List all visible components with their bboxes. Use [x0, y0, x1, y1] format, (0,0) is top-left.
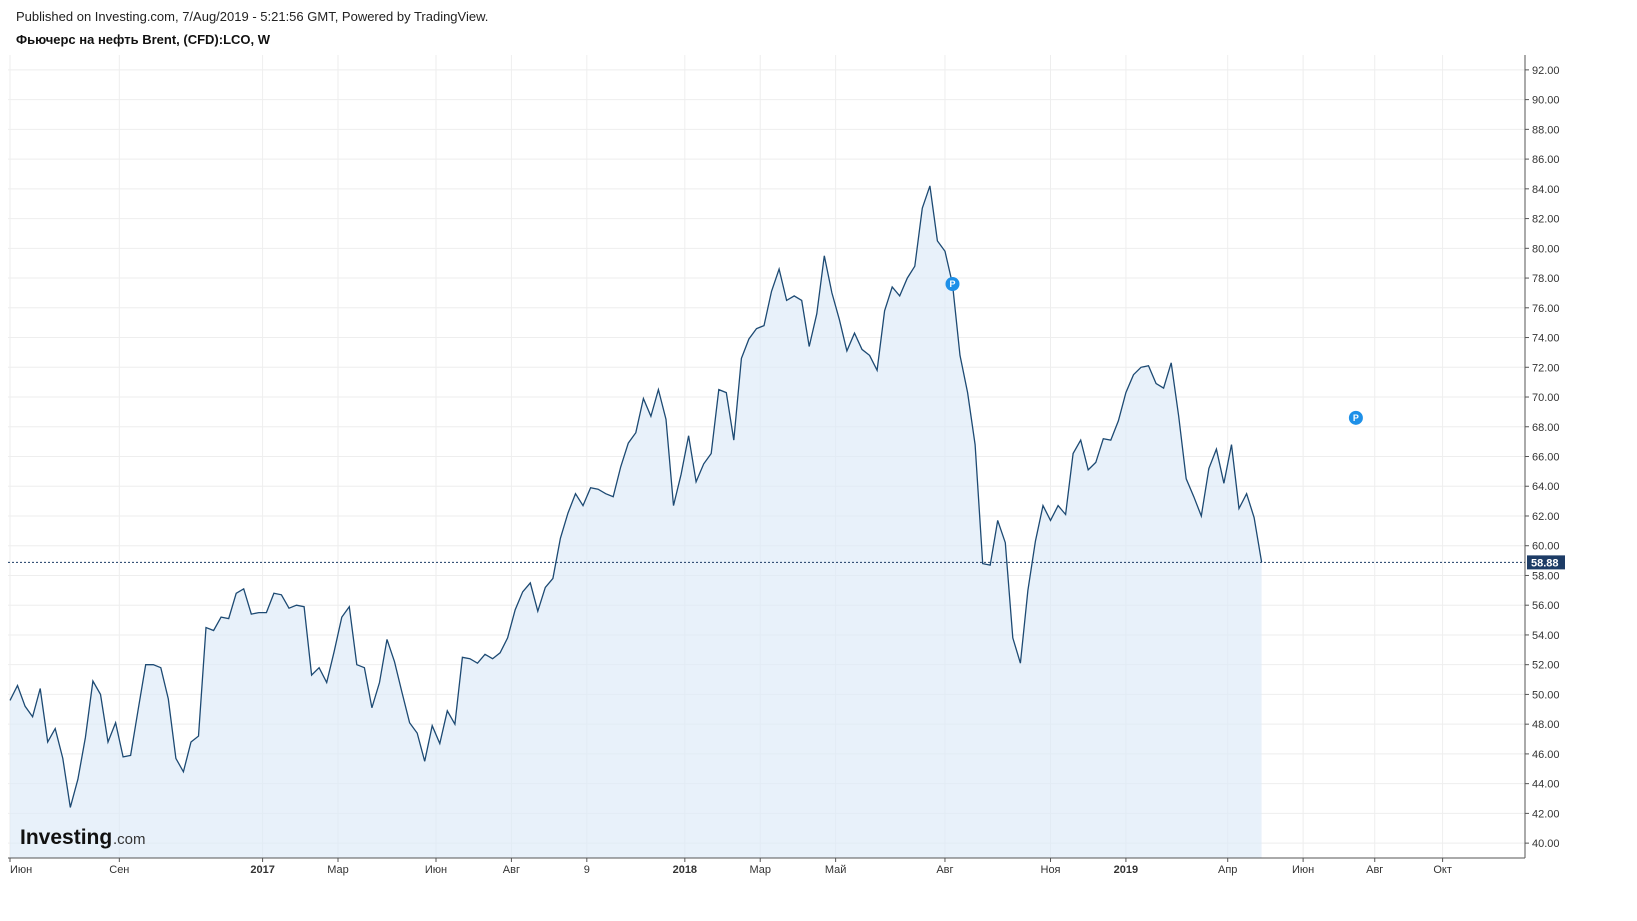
x-tick-label: 2018	[673, 864, 697, 876]
last-price-label: 58.88	[1527, 555, 1565, 570]
y-tick-label: 60.00	[1532, 541, 1560, 553]
y-tick-label: 90.00	[1532, 95, 1560, 107]
y-tick-label: 70.00	[1532, 392, 1560, 404]
y-tick-label: 50.00	[1532, 689, 1560, 701]
x-tick-label: Июн	[1292, 864, 1314, 876]
x-tick-label: Окт	[1433, 864, 1452, 876]
x-tick-label: 2017	[250, 864, 274, 876]
x-tick-label: Мар	[749, 864, 771, 876]
y-tick-label: 44.00	[1532, 779, 1560, 791]
y-tick-label: 58.00	[1532, 570, 1560, 582]
y-tick-label: 56.00	[1532, 600, 1560, 612]
published-info: Published on Investing.com, 7/Aug/2019 -…	[16, 9, 489, 24]
badge-label: P	[949, 279, 955, 289]
x-tick-label: 9	[584, 864, 590, 876]
event-badge[interactable]: P	[945, 277, 960, 292]
x-tick-label: Авг	[936, 864, 953, 876]
chart-title: Фьючерс на нефть Brent, (CFD):LCO, W	[16, 32, 271, 47]
y-tick-label: 40.00	[1532, 838, 1560, 850]
y-tick-label: 62.00	[1532, 511, 1560, 523]
y-tick-label: 54.00	[1532, 630, 1560, 642]
y-tick-label: 78.00	[1532, 273, 1560, 285]
x-tick-label: 2019	[1114, 864, 1138, 876]
y-tick-label: 46.00	[1532, 749, 1560, 761]
y-tick-label: 82.00	[1532, 214, 1560, 226]
x-tick-label: Июн	[10, 864, 32, 876]
last-price-box	[1527, 555, 1565, 570]
investing-logo: Investing .com	[20, 826, 146, 849]
logo-suffix: .com	[113, 831, 146, 848]
y-tick-label: 76.00	[1532, 303, 1560, 315]
x-tick-label: Авг	[503, 864, 520, 876]
x-tick-label: Июн	[425, 864, 447, 876]
price-area-fill	[10, 185, 1262, 858]
x-tick-label: Мар	[327, 864, 349, 876]
x-tick-label: Ноя	[1041, 864, 1061, 876]
x-tick-label: Авг	[1366, 864, 1383, 876]
last-price-value: 58.88	[1531, 557, 1559, 569]
y-tick-label: 72.00	[1532, 362, 1560, 374]
y-tick-label: 80.00	[1532, 243, 1560, 255]
annotations[interactable]: PP	[945, 277, 1363, 425]
y-tick-label: 64.00	[1532, 481, 1560, 493]
price-line	[9, 185, 1263, 808]
y-tick-label: 74.00	[1532, 333, 1560, 345]
x-tick-label: Сен	[109, 864, 129, 876]
y-tick-label: 42.00	[1532, 808, 1560, 820]
x-tick-label: Апр	[1218, 864, 1237, 876]
y-tick-label: 68.00	[1532, 422, 1560, 434]
x-tick-label: Май	[825, 864, 847, 876]
badge-circle[interactable]	[1348, 410, 1363, 425]
y-axis: 40.00 42.00 44.00 46.00 48.00 50.00 52.00 54.00…	[1525, 65, 1560, 850]
y-tick-label: 48.00	[1532, 719, 1560, 731]
x-axis: Июн Сен 2017 Мар Июн Авг 9 2018 Мар Май Авг Ноя 2019…	[9, 858, 1452, 876]
y-tick-label: 84.00	[1532, 184, 1560, 196]
y-tick-label: 92.00	[1532, 65, 1560, 77]
logo-text: Investing	[20, 826, 112, 849]
y-tick-label: 66.00	[1532, 452, 1560, 464]
badge-label: P	[1353, 413, 1359, 423]
event-badge[interactable]: P	[1348, 410, 1363, 425]
y-tick-label: 52.00	[1532, 660, 1560, 672]
y-tick-label: 88.00	[1532, 124, 1560, 136]
y-tick-label: 86.00	[1532, 154, 1560, 166]
badge-circle[interactable]	[945, 277, 960, 292]
